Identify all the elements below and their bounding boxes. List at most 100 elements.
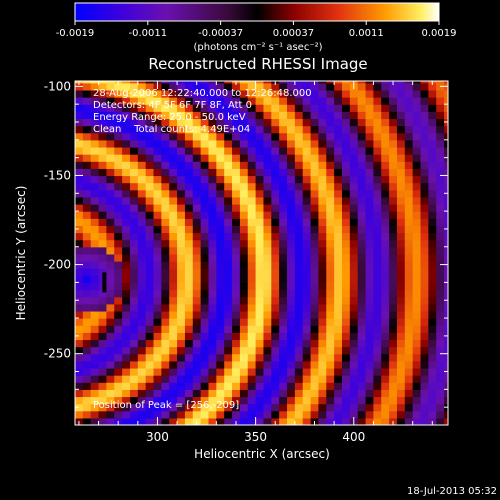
heatmap-cell [420, 282, 429, 291]
heatmap-cell [318, 175, 327, 184]
heatmap-cell [389, 389, 398, 398]
heatmap-cell [216, 232, 225, 241]
heatmap-cell [310, 82, 320, 91]
heatmap-cell [247, 82, 257, 91]
heatmap-cell [255, 403, 265, 412]
heatmap-cell [412, 261, 422, 269]
heatmap-cell [224, 189, 233, 198]
heatmap-cell [177, 410, 186, 419]
annotation-clean: Clean Total counts: 4.49E+04 [93, 124, 250, 135]
heatmap-cell [90, 353, 100, 362]
heatmap-cell [263, 382, 272, 390]
heatmap-cell [247, 282, 257, 291]
heatmap-cell [224, 232, 233, 241]
heatmap-cell [184, 189, 194, 198]
heatmap-cell [271, 332, 280, 341]
heatmap-cell [396, 225, 406, 234]
heatmap-cell [263, 396, 272, 405]
heatmap-cell [232, 132, 241, 141]
heatmap-cell [90, 154, 100, 162]
heatmap-cell [318, 346, 327, 355]
heatmap-cell [145, 310, 155, 319]
heatmap-cell [263, 282, 272, 291]
heatmap-cell [114, 104, 123, 112]
heatmap-cell [247, 232, 257, 241]
heatmap-cell [428, 296, 437, 305]
heatmap-cell [232, 175, 241, 184]
heatmap-cell [122, 303, 131, 312]
heatmap-cell [341, 118, 351, 127]
heatmap-cell [404, 232, 414, 241]
heatmap-cell [224, 417, 233, 425]
heatmap-cell [98, 246, 108, 255]
heatmap-cell [334, 318, 343, 326]
heatmap-cell [271, 253, 280, 262]
heatmap-cell [192, 289, 202, 298]
heatmap-cell [381, 417, 390, 425]
heatmap-cell [192, 118, 202, 127]
heatmap-cell [389, 89, 398, 98]
heatmap-cell [428, 168, 437, 177]
heatmap-cell [326, 225, 335, 234]
heatmap-cell [436, 132, 445, 141]
heatmap-cell [318, 261, 327, 269]
heatmap-cell [169, 396, 178, 405]
heatmap-cell [373, 403, 382, 412]
heatmap-cell [428, 282, 437, 291]
heatmap-cell [184, 253, 194, 262]
heatmap-cell [161, 232, 170, 241]
heatmap-cell [239, 211, 249, 219]
heatmap-cell [98, 389, 108, 398]
heatmap-cell [75, 97, 84, 105]
heatmap-cell [161, 360, 170, 369]
heatmap-cell [357, 353, 367, 362]
heatmap-cell [184, 161, 194, 169]
heatmap-cell [279, 367, 288, 376]
heatmap-cell [428, 211, 437, 219]
heatmap-cell [208, 182, 217, 191]
heatmap-cell [114, 367, 123, 376]
heatmap-cell [373, 246, 382, 255]
heatmap-cell [341, 218, 351, 226]
heatmap-cell [75, 239, 84, 248]
heatmap-cell [412, 203, 422, 212]
heatmap-cell [263, 332, 272, 341]
heatmap-cell [349, 367, 359, 376]
heatmap-cell [341, 417, 351, 425]
heatmap-cell [224, 125, 233, 134]
heatmap-cell [90, 196, 100, 205]
heatmap-cell [137, 417, 147, 425]
heatmap-cell [137, 325, 147, 333]
heatmap-cell [224, 246, 233, 255]
heatmap-cell [436, 161, 445, 169]
heatmap-cell [302, 168, 312, 177]
heatmap-cell [373, 196, 382, 205]
heatmap-cell [412, 218, 422, 226]
heatmap-cell [208, 360, 217, 369]
heatmap-cell [98, 146, 108, 155]
heatmap-cell [153, 275, 162, 284]
heatmap-cell [263, 104, 272, 112]
heatmap-cell [145, 168, 155, 177]
heatmap-cell [428, 146, 437, 155]
heatmap-cell [279, 89, 288, 98]
heatmap-cell [373, 154, 382, 162]
heatmap-cell [279, 268, 288, 276]
heatmap-cell [239, 318, 249, 326]
heatmap-cell [420, 417, 429, 425]
heatmap-cell [349, 168, 359, 177]
heatmap-cell [216, 154, 225, 162]
heatmap-cell [90, 332, 100, 341]
heatmap-cell [389, 182, 398, 191]
heatmap-cell [412, 97, 422, 105]
heatmap-cell [396, 296, 406, 305]
heatmap-cell [271, 310, 280, 319]
heatmap-cell [412, 154, 422, 162]
heatmap-cell [169, 296, 178, 305]
heatmap-cell [145, 325, 155, 333]
heatmap-cell [200, 175, 210, 184]
heatmap-cell [161, 410, 170, 419]
heatmap-cell [255, 175, 265, 184]
heatmap-cell [114, 360, 123, 369]
heatmap-cell [294, 132, 304, 141]
